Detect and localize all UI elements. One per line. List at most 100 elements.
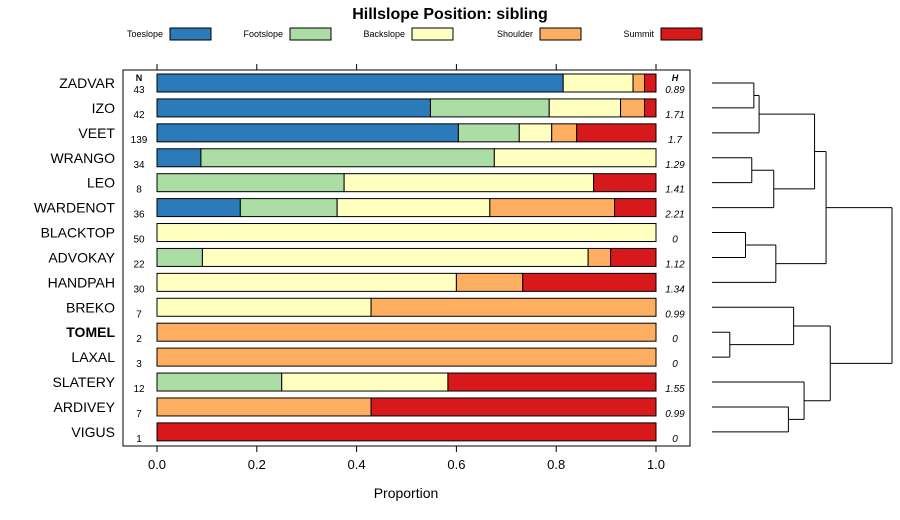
- bar-segment-breko-backslope: [156, 297, 372, 317]
- x-tick-label-4: 0.8: [547, 457, 565, 472]
- n-value-vigus: 1: [136, 434, 142, 445]
- n-value-zadvar: 43: [133, 85, 145, 96]
- n-value-ardivey: 7: [136, 409, 142, 420]
- legend-label-shoulder: Shoulder: [497, 29, 533, 39]
- bar-segment-izo-shoulder: [620, 98, 646, 118]
- bar-segment-leo-footslope: [156, 173, 345, 193]
- legend-label-toeslope: Toeslope: [127, 29, 163, 39]
- bar-segment-tomel-shoulder: [156, 322, 657, 342]
- n-value-slatery: 12: [133, 384, 145, 395]
- h-value-slatery: 1.55: [665, 384, 685, 395]
- bar-segment-wrango-toeslope: [156, 148, 202, 168]
- n-value-blacktop: 50: [133, 235, 145, 246]
- bar-segment-izo-backslope: [548, 98, 622, 118]
- n-value-laxal: 3: [136, 359, 142, 370]
- h-value-leo: 1.41: [665, 185, 684, 196]
- bar-segment-slatery-footslope: [156, 372, 283, 392]
- n-value-wardenot: 36: [133, 210, 145, 221]
- bar-segment-izo-summit: [644, 98, 657, 118]
- bar-segment-veet-footslope: [457, 123, 520, 143]
- row-label-veet: VEET: [78, 125, 115, 141]
- n-value-advokay: 22: [133, 259, 145, 270]
- bar-segment-laxal-shoulder: [156, 347, 657, 367]
- bar-segment-wardenot-footslope: [239, 198, 338, 218]
- bar-segment-zadvar-summit: [644, 73, 657, 93]
- legend-swatch-toeslope: [169, 27, 212, 41]
- bar-segment-slatery-summit: [447, 372, 657, 392]
- row-label-tomel: TOMEL: [66, 324, 115, 340]
- h-value-handpah: 1.34: [665, 284, 685, 295]
- row-label-ardivey: ARDIVEY: [54, 399, 116, 415]
- x-tick-label-0: 0.0: [148, 457, 166, 472]
- bar-segment-vigus-summit: [156, 422, 657, 442]
- legend-label-backslope: Backslope: [363, 29, 405, 39]
- bar-segment-advokay-summit: [610, 247, 657, 267]
- bar-segment-zadvar-shoulder: [632, 73, 646, 93]
- row-label-handpah: HANDPAH: [48, 274, 115, 290]
- row-label-wardenot: WARDENOT: [34, 200, 116, 216]
- n-value-leo: 8: [136, 185, 142, 196]
- bar-segment-blacktop-backslope: [156, 223, 657, 243]
- n-value-tomel: 2: [136, 334, 142, 345]
- bar-segment-wardenot-shoulder: [489, 198, 616, 218]
- plot-frame: [122, 69, 691, 447]
- bar-segment-leo-summit: [593, 173, 657, 193]
- h-value-laxal: 0: [672, 359, 678, 370]
- h-value-ardivey: 0.99: [665, 409, 685, 420]
- row-label-vigus: VIGUS: [71, 424, 115, 440]
- bar-segment-leo-backslope: [343, 173, 595, 193]
- dendrogram: [712, 82, 893, 433]
- x-tick-label-5: 1.0: [647, 457, 665, 472]
- x-tick-label-3: 0.6: [447, 457, 465, 472]
- legend: Toeslope Footslope Backslope Shoulder Summit: [127, 27, 703, 41]
- row-label-wrango: WRANGO: [50, 150, 115, 166]
- bar-segment-wrango-footslope: [200, 148, 495, 168]
- n-value-veet: 139: [131, 135, 148, 146]
- row-label-slatery: SLATERY: [52, 374, 115, 390]
- h-value-blacktop: 0: [672, 235, 678, 246]
- bars: [156, 73, 657, 442]
- x-axis: 0.0 0.2 0.4 0.6 0.8 1.0: [148, 64, 665, 472]
- legend-label-summit: Summit: [623, 29, 654, 39]
- bar-segment-slatery-backslope: [281, 372, 449, 392]
- n-value-handpah: 30: [133, 284, 145, 295]
- bar-segment-veet-summit: [576, 123, 657, 143]
- h-value-advokay: 1.12: [665, 259, 685, 270]
- bar-segment-breko-shoulder: [370, 297, 657, 317]
- n-value-izo: 42: [133, 110, 145, 121]
- bar-segment-advokay-backslope: [201, 247, 589, 267]
- bar-segment-wardenot-toeslope: [156, 198, 241, 218]
- h-value-breko: 0.99: [665, 309, 685, 320]
- h-value-zadvar: 0.89: [665, 85, 685, 96]
- bar-segment-wardenot-backslope: [336, 198, 491, 218]
- x-axis-label: Proportion: [374, 485, 439, 501]
- h-value-veet: 1.7: [668, 135, 682, 146]
- n-value-breko: 7: [136, 309, 142, 320]
- row-labels: ZADVAR 43 0.89 IZO 42 1.71 VEET 139 1.7 WRANGO 34 1…: [34, 75, 685, 445]
- bar-segment-handpah-summit: [522, 272, 657, 292]
- row-label-laxal: LAXAL: [71, 349, 115, 365]
- row-label-blacktop: BLACKTOP: [41, 225, 115, 241]
- bar-segment-ardivey-shoulder: [156, 397, 372, 417]
- row-label-leo: LEO: [87, 175, 115, 191]
- bar-segment-izo-toeslope: [156, 98, 431, 118]
- bar-segment-advokay-footslope: [156, 247, 203, 267]
- h-value-tomel: 0: [672, 334, 678, 345]
- x-tick-label-2: 0.4: [348, 457, 366, 472]
- chart-title: Hillslope Position: sibling: [352, 6, 548, 23]
- bar-segment-izo-footslope: [429, 98, 550, 118]
- h-value-izo: 1.71: [665, 110, 684, 121]
- h-column-header: H: [672, 73, 679, 83]
- bar-segment-veet-toeslope: [156, 123, 459, 143]
- row-label-izo: IZO: [92, 100, 115, 116]
- h-value-wrango: 1.29: [665, 160, 685, 171]
- legend-swatch-footslope: [289, 27, 332, 41]
- bar-segment-veet-shoulder: [551, 123, 578, 143]
- bar-segment-zadvar-backslope: [562, 73, 634, 93]
- legend-swatch-backslope: [411, 27, 454, 41]
- bar-segment-ardivey-summit: [370, 397, 657, 417]
- x-tick-label-1: 0.2: [248, 457, 266, 472]
- n-column-header: N: [136, 73, 143, 83]
- row-label-breko: BREKO: [66, 299, 115, 315]
